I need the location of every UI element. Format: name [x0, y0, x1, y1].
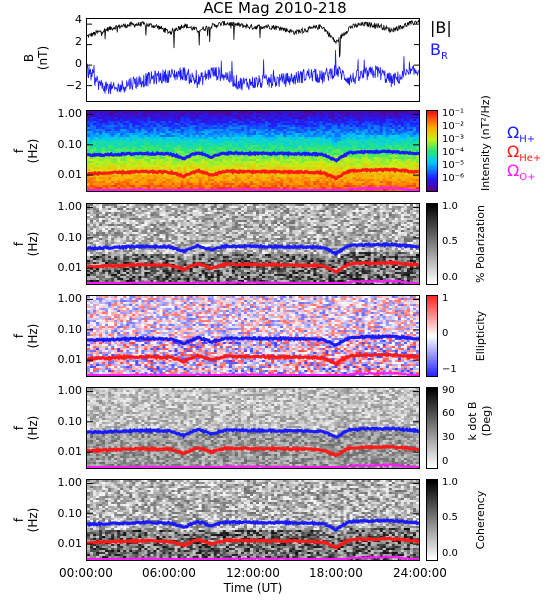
- freq-ytick: 1.00: [42, 292, 83, 305]
- ellipticity-colorbar: [426, 295, 438, 377]
- kdotb-cb-label-2: (Deg): [480, 386, 494, 456]
- omega-he-line: [87, 444, 419, 458]
- freq-ytick: 0.10: [42, 323, 83, 336]
- b-radial-line: [87, 49, 419, 95]
- b-ytick: 2: [42, 35, 82, 48]
- freq-ytick: 1.00: [42, 384, 83, 397]
- omega-o-line: [87, 555, 419, 560]
- x-tick: 12:00:00: [213, 566, 293, 580]
- x-tick: 24:00:00: [380, 566, 460, 580]
- polarization-cb-tick: 0.0: [442, 272, 458, 283]
- intensity-cb-tick: 10⁻³: [442, 134, 464, 145]
- coherency-cb-tick: 0.0: [442, 548, 458, 559]
- kdotb-spectrogram: [87, 388, 419, 468]
- omega-o-line: [87, 463, 419, 468]
- omega-h-line: [87, 426, 419, 439]
- freq-ytick: 0.01: [42, 445, 83, 458]
- kdotb-panel: [86, 387, 420, 469]
- polarization-cb-tick: 1.0: [442, 201, 458, 212]
- intensity-cb-tick: 10⁻¹: [442, 108, 464, 119]
- freq-ytick: 0.01: [42, 261, 83, 274]
- omega-he-line: [87, 536, 419, 550]
- omega-h-line: [87, 518, 419, 532]
- b-ytick: 4: [42, 13, 82, 26]
- ellipticity-spectrogram: [87, 296, 419, 376]
- freq-ytick: 0.10: [42, 507, 83, 520]
- omega-h-line: [87, 241, 419, 256]
- b-ytick: −2: [42, 79, 82, 92]
- ellipticity-cb-tick: 1: [442, 293, 448, 304]
- freq-ytick: 1.00: [42, 200, 83, 213]
- kdotb-cb-tick: 60: [442, 408, 455, 419]
- freq-ylabel-unit: (Hz): [26, 131, 42, 171]
- b-field-panel: [86, 18, 420, 102]
- b-ytick: 0: [42, 57, 82, 70]
- intensity-colorbar: [426, 110, 438, 192]
- freq-ytick: 1.00: [42, 476, 83, 489]
- legend-b-magnitude: |B|: [430, 18, 452, 37]
- freq-ytick: 0.01: [42, 353, 83, 366]
- freq-ytick: 0.01: [42, 168, 83, 181]
- freq-ytick: 0.01: [42, 537, 83, 550]
- coherency-spectrogram: [87, 480, 419, 560]
- intensity-spectrogram: [87, 111, 419, 191]
- kdotb-cb-tick: 0: [442, 456, 448, 467]
- freq-ylabel-unit: (Hz): [26, 224, 42, 264]
- omega-o-line: [87, 278, 419, 284]
- omega-he-line: [87, 352, 419, 366]
- polarization-panel: [86, 203, 420, 285]
- kdotb-cb-tick: 90: [442, 385, 455, 396]
- ellipticity-panel: [86, 295, 420, 377]
- omega-h-line: [87, 333, 419, 348]
- omega-o-line: [87, 371, 419, 376]
- b-field-plot: [87, 19, 419, 95]
- freq-ytick: 0.10: [42, 415, 83, 428]
- ellipticity-cb-label: Ellipticity: [474, 301, 488, 371]
- kdotb-cb-label-1: k dot B: [466, 386, 480, 456]
- ellipticity-cb-tick: 0: [442, 328, 448, 339]
- omega-h-line: [87, 148, 419, 163]
- intensity-cb-label: Intensity (nT²/Hz): [479, 95, 493, 191]
- freq-ytick: 0.10: [42, 231, 83, 244]
- polarization-spectrogram: [87, 204, 419, 284]
- intensity-cb-tick: 10⁻⁶: [442, 173, 464, 184]
- ellipticity-cb-tick: −1: [442, 364, 457, 375]
- polarization-cb-tick: 0.5: [442, 236, 458, 247]
- freq-ylabel-unit: (Hz): [26, 408, 42, 448]
- b-magnitude-line: [87, 19, 419, 58]
- freq-ytick: 1.00: [42, 107, 83, 120]
- freq-ylabel-unit: (Hz): [26, 316, 42, 356]
- omega-o-line: [87, 185, 419, 191]
- x-axis-label: Time (UT): [213, 581, 293, 595]
- kdotb-cb-tick: 30: [442, 432, 455, 443]
- chart-title: ACE Mag 2010-218: [0, 0, 550, 17]
- kdotb-colorbar: [426, 387, 438, 469]
- legend-omega-h: ΩH+: [507, 123, 535, 145]
- intensity-cb-tick: 10⁻⁵: [442, 160, 464, 171]
- b-ylabel-main: B: [22, 54, 36, 62]
- freq-ylabel-unit: (Hz): [26, 500, 42, 540]
- x-tick: 06:00:00: [129, 566, 209, 580]
- omega-he-line: [87, 167, 419, 181]
- intensity-cb-tick: 10⁻²: [442, 121, 464, 132]
- legend-omega-he: ΩHe+: [507, 142, 541, 164]
- coherency-cb-label: Coherency: [474, 485, 488, 555]
- legend-omega-o: ΩO+: [507, 161, 535, 183]
- omega-he-line: [87, 259, 419, 274]
- b-ylabel-unit: (nT): [36, 38, 52, 78]
- coherency-cb-tick: 1.0: [442, 477, 458, 488]
- polarization-cb-label: % Polarization: [474, 189, 488, 299]
- polarization-colorbar: [426, 203, 438, 285]
- coherency-panel: [86, 479, 420, 561]
- intensity-cb-tick: 10⁻⁴: [442, 147, 464, 158]
- coherency-cb-tick: 0.5: [442, 512, 458, 523]
- coherency-colorbar: [426, 479, 438, 561]
- intensity-panel: [86, 110, 420, 192]
- x-tick: 00:00:00: [46, 566, 126, 580]
- freq-ytick: 0.10: [42, 138, 83, 151]
- legend-b-radial: BR: [430, 40, 448, 62]
- x-tick: 18:00:00: [296, 566, 376, 580]
